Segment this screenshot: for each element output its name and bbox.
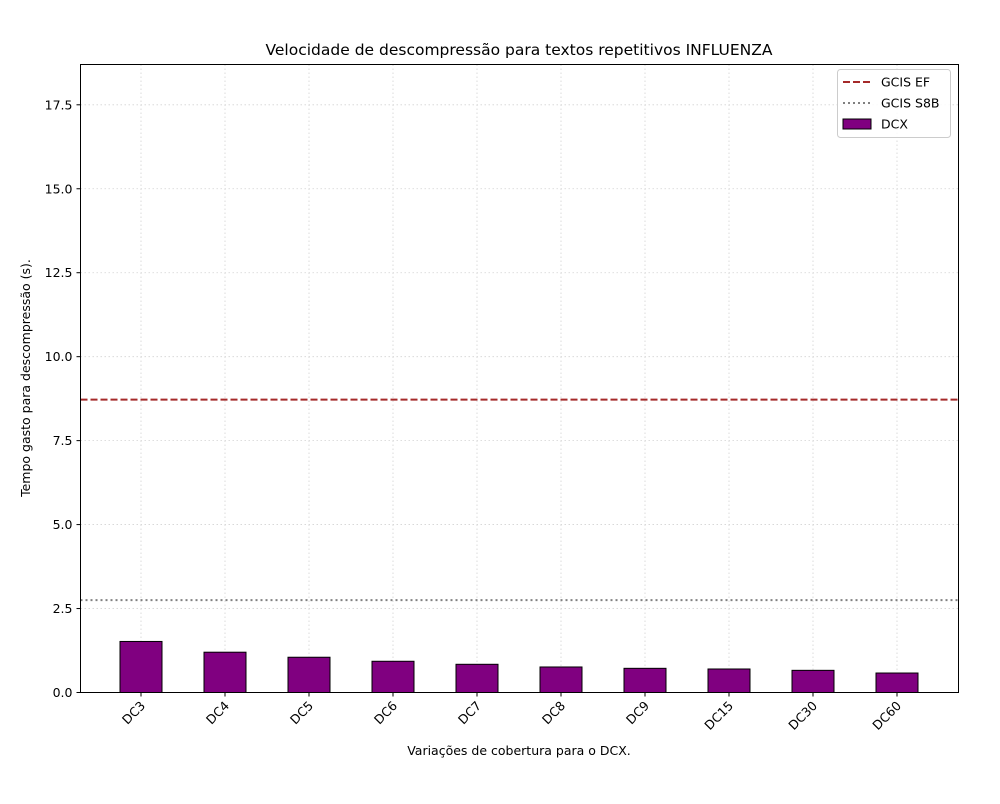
- bars: [119, 640, 919, 694]
- x-tick-label: DC6: [371, 698, 400, 727]
- bar-dc4: [203, 651, 247, 694]
- x-tick-label: DC60: [869, 698, 904, 733]
- legend: GCIS EF GCIS S8B DCX: [837, 69, 951, 138]
- legend-label-dcx: DCX: [881, 117, 908, 132]
- x-axis-ticks: DC3 DC4 DC5 DC6 DC7 DC8 DC9 DC15 DC30 DC60: [119, 692, 904, 733]
- plot-frame: [80, 64, 959, 693]
- chart-title: Velocidade de descompressão para textos …: [266, 41, 773, 59]
- legend-label-gcis-s8b: GCIS S8B: [881, 96, 939, 111]
- x-tick-label: DC8: [539, 698, 568, 727]
- x-tick-label: DC7: [455, 698, 484, 727]
- x-axis-label: Variações de cobertura para o DCX.: [407, 743, 631, 758]
- x-tick-label: DC4: [203, 698, 232, 727]
- bar-dc8: [539, 666, 583, 693]
- bar-dc6: [371, 660, 415, 694]
- y-axis-ticks: 0.0 2.5 5.0 7.5 10.0 12.5 15.0 17.5: [45, 97, 81, 700]
- bar-dc60: [875, 672, 919, 693]
- y-tick-label: 12.5: [45, 265, 73, 280]
- grid: [80, 64, 959, 693]
- y-tick-label: 2.5: [53, 601, 73, 616]
- legend-swatch-dcx: [842, 118, 872, 130]
- y-tick-label: 15.0: [45, 181, 73, 196]
- x-tick-label: DC5: [287, 698, 316, 727]
- y-axis-label: Tempo gasto para descompressão (s).: [18, 259, 33, 498]
- x-tick-label: DC15: [701, 698, 736, 733]
- x-tick-label: DC9: [623, 698, 652, 727]
- y-tick-label: 7.5: [53, 433, 73, 448]
- bar-dc7: [455, 663, 499, 693]
- bar-dc3: [119, 640, 163, 694]
- x-tick-label: DC3: [119, 698, 148, 727]
- legend-label-gcis-ef: GCIS EF: [881, 75, 930, 90]
- y-tick-label: 17.5: [45, 97, 73, 112]
- y-tick-label: 5.0: [53, 517, 73, 532]
- x-tick-label: DC30: [785, 698, 820, 733]
- bar-dc30: [791, 669, 835, 693]
- y-tick-label: 0.0: [53, 685, 73, 700]
- bar-dc15: [707, 668, 751, 694]
- y-tick-label: 10.0: [45, 349, 73, 364]
- reference-lines: [80, 398, 959, 602]
- bar-dc9: [623, 667, 667, 693]
- bar-dc5: [287, 656, 331, 694]
